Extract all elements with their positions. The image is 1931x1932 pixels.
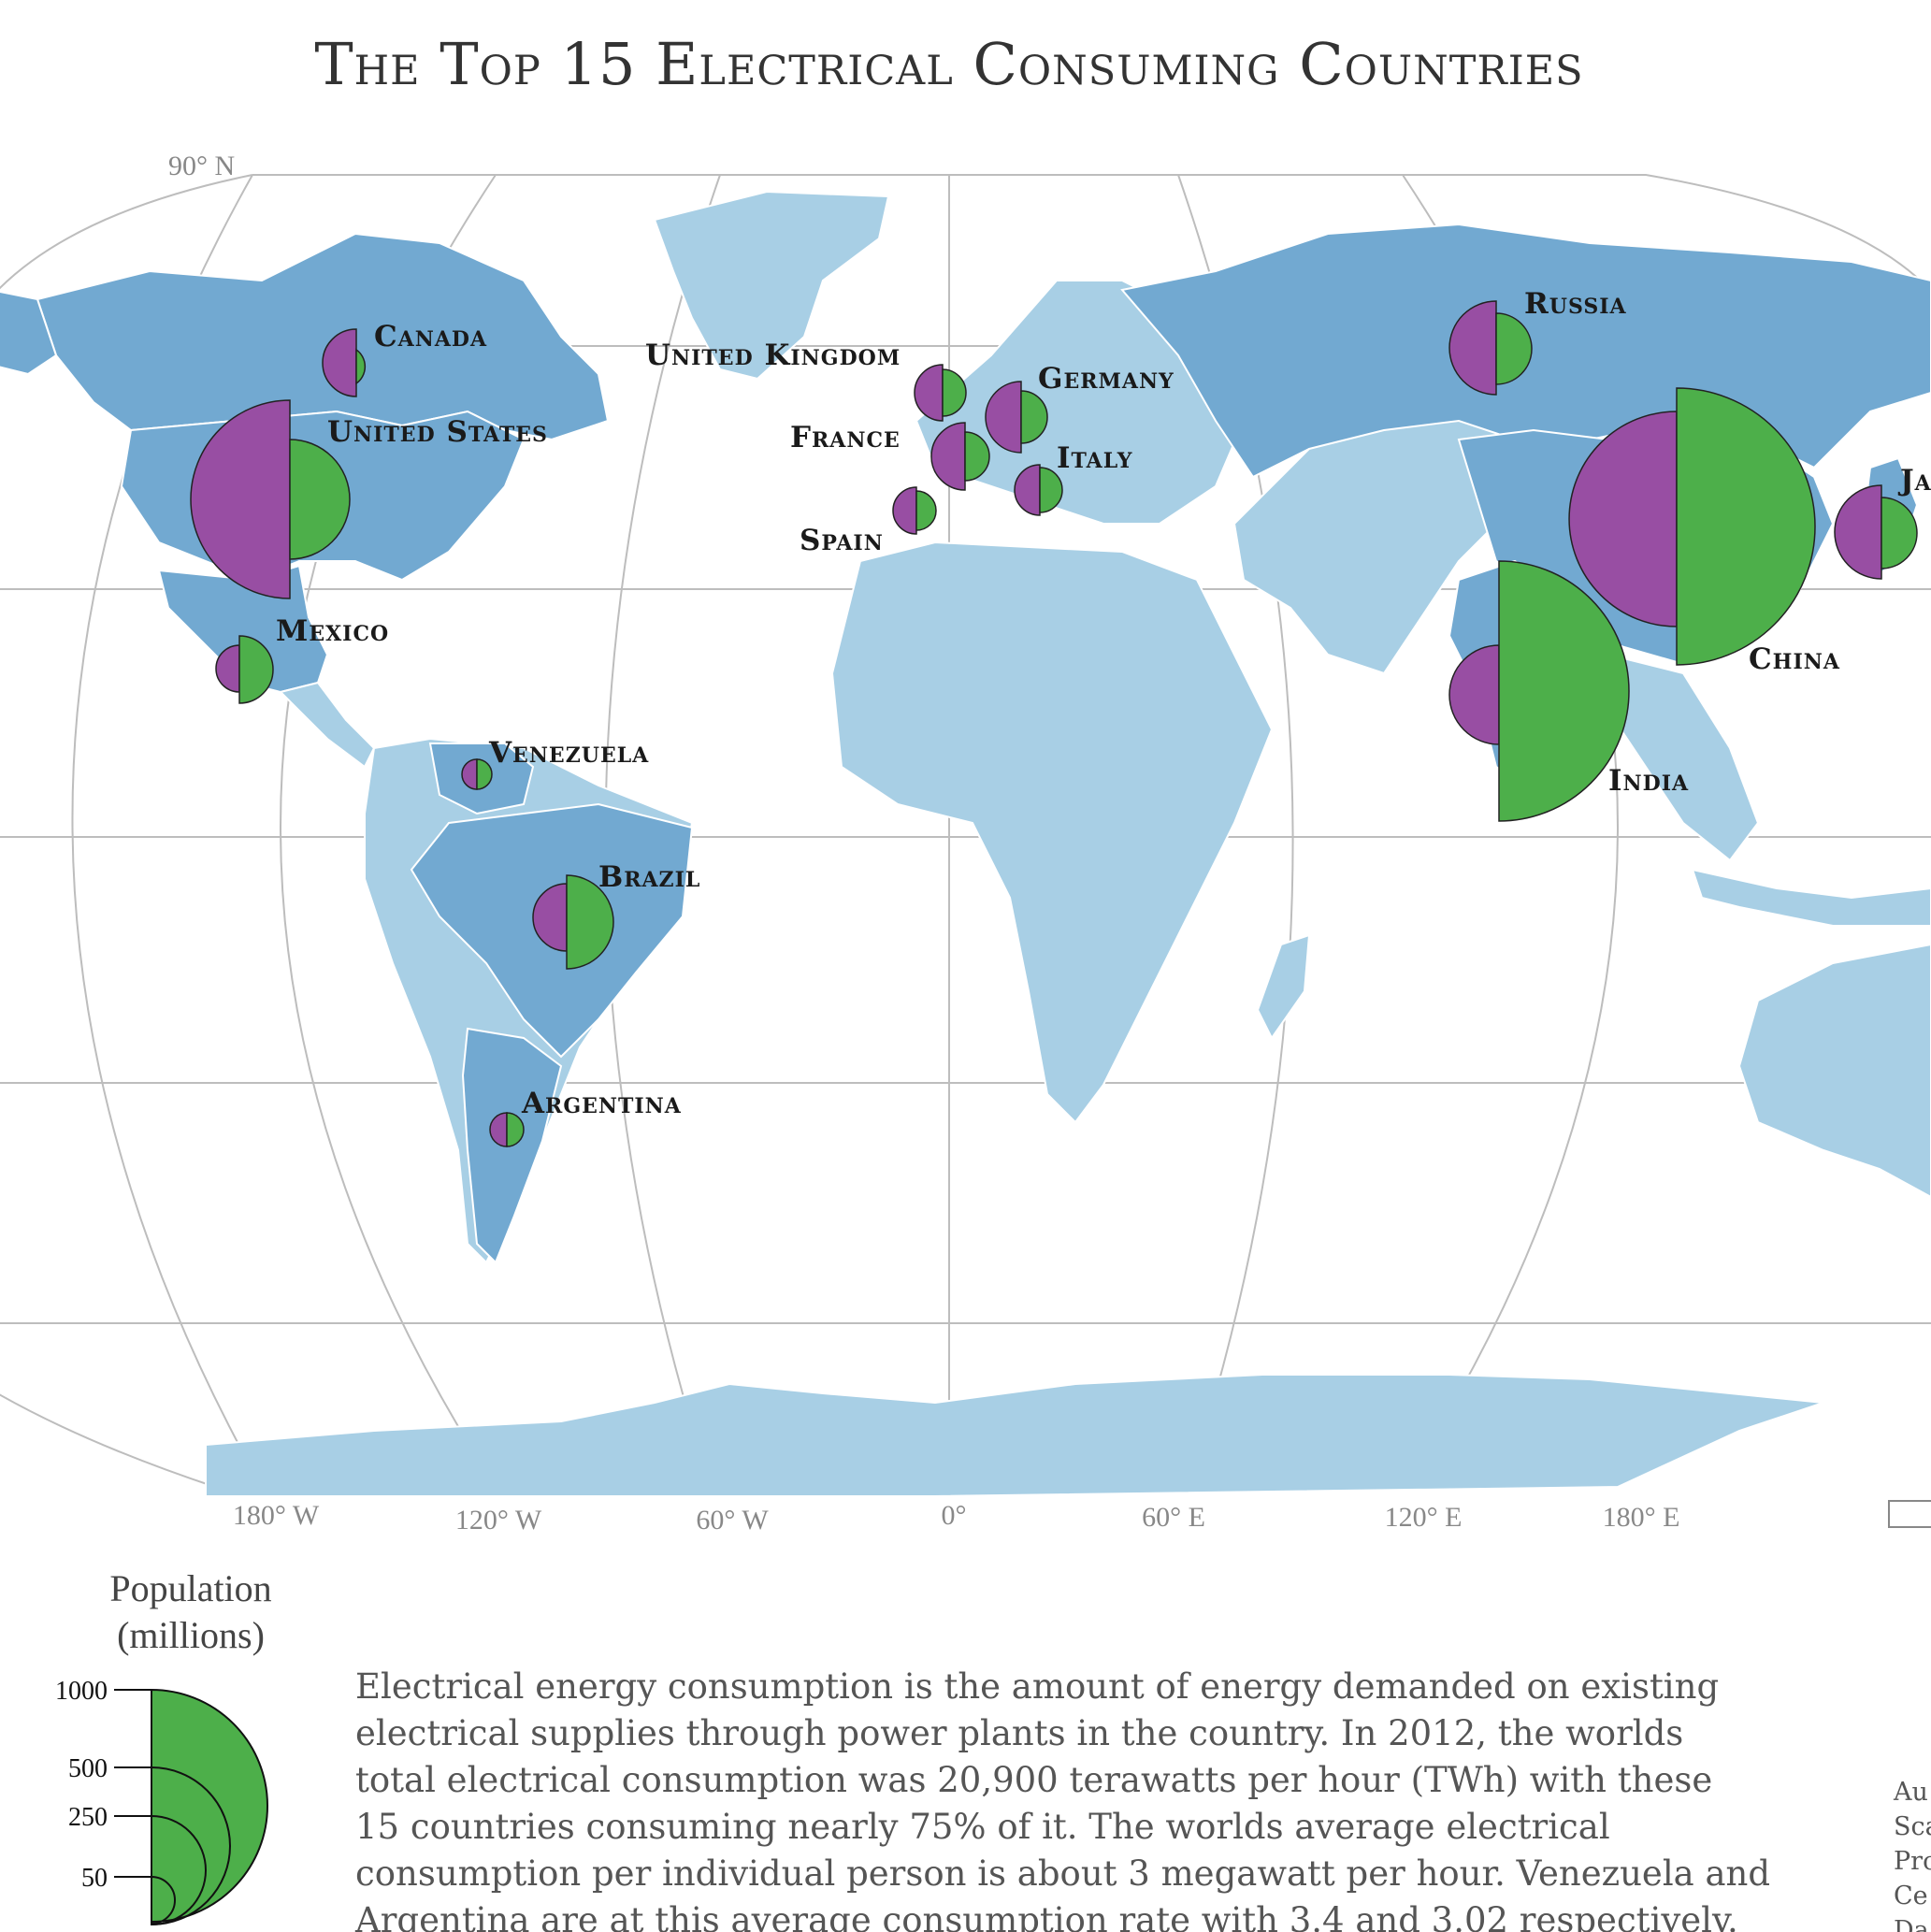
label-china: China [1749,642,1840,676]
legend-tick-250: 250 [68,1803,108,1832]
description: Electrical energy consumption is the amo… [354,1666,1770,1932]
legend-circle-1000 [151,1688,268,1924]
description-line-6: Argentina are at this average consumptio… [354,1900,1738,1932]
lon-label-120e: 120° E [1385,1502,1463,1533]
symbol-canada[interactable]: Canada [322,320,487,397]
label-brazil: Brazil [598,860,700,894]
legend-tick-50: 50 [81,1864,108,1893]
symbol-mexico[interactable]: Mexico [215,614,389,704]
symbol-spain[interactable]: Spain [800,486,937,557]
symbol-united-states[interactable]: United States [190,399,548,599]
legend: Population (millions) 1000 500 250 50 [55,1567,272,1926]
lon-label-60e: 60° E [1142,1502,1205,1533]
credit-line-5: Da [1894,1916,1929,1932]
symbol-italy[interactable]: Italy [1014,441,1133,516]
label-argentina: Argentina [521,1087,682,1120]
legend-title-line1: Population [109,1567,271,1609]
label-russia: Russia [1524,287,1627,321]
legend-circle-50 [151,1875,176,1925]
label-india: India [1608,764,1689,798]
symbol-venezuela[interactable]: Venezuela [461,736,649,790]
label-venezuela: Venezuela [488,736,649,770]
country-symbols: Canada United States Mexico Venezuela Br… [190,287,1931,1147]
legend-circle-500 [151,1766,231,1926]
indonesia-land [1691,868,1931,927]
legend-tick-500: 500 [68,1754,108,1783]
legend-circle-250 [151,1814,207,1926]
credit-line-2: Sca [1894,1812,1931,1841]
description-line-1: Electrical energy consumption is the amo… [355,1666,1719,1707]
label-united-kingdom: United Kingdom [645,339,901,372]
legend-title-line2: (millions) [117,1614,265,1656]
symbol-japan[interactable]: Ja [1834,464,1931,580]
symbol-argentina[interactable]: Argentina [489,1087,682,1147]
antarctica-land [205,1374,1824,1497]
label-france: France [790,421,901,454]
label-spain: Spain [800,524,884,557]
legend-tick-1000: 1000 [55,1677,108,1706]
symbol-united-kingdom[interactable]: United Kingdom [645,339,967,422]
symbol-france[interactable]: France [790,421,990,491]
australia-land [1737,943,1931,1199]
southeast-asia-land [1607,653,1760,862]
greenland [653,190,890,381]
label-japan: Ja [1897,464,1931,497]
symbol-russia[interactable]: Russia [1448,287,1627,396]
credit-line-4: Ce [1894,1882,1928,1910]
credit-line-3: Pro [1894,1847,1931,1876]
scale-bar-box [1888,1500,1931,1528]
canada-land [36,232,610,441]
alaska-land [0,290,58,376]
description-line-2: electrical supplies through power plants… [355,1713,1683,1753]
central-america [279,681,376,769]
description-line-3: total electrical consumption was 20,900 … [355,1760,1712,1800]
map-title: The Top 15 Electrical Consuming Countrie… [314,30,1583,98]
label-mexico: Mexico [276,614,389,648]
lon-label-180e: 180° E [1603,1502,1680,1533]
lon-label-180w: 180° W [233,1500,320,1531]
symbol-india[interactable]: India [1448,560,1689,822]
lon-label-120w: 120° W [455,1505,542,1536]
label-italy: Italy [1057,441,1133,475]
label-canada: Canada [374,320,487,353]
label-germany: Germany [1038,362,1174,396]
credit-line-1: Au [1893,1778,1928,1807]
lon-label-0: 0° [942,1500,967,1531]
symbol-germany[interactable]: Germany [985,362,1174,454]
label-united-states: United States [327,415,548,449]
symbol-brazil[interactable]: Brazil [532,860,700,970]
north-pole-label: 90° N [168,151,235,181]
description-line-4: 15 countries consuming nearly 75% of it.… [355,1807,1610,1847]
description-line-5: consumption per individual person is abo… [355,1853,1770,1894]
madagascar [1256,933,1311,1040]
africa-land [830,541,1274,1124]
symbol-china[interactable]: China [1568,387,1840,676]
credits: Au Sca Pro Ce Da [1893,1778,1931,1932]
lon-label-60w: 60° W [696,1505,769,1536]
